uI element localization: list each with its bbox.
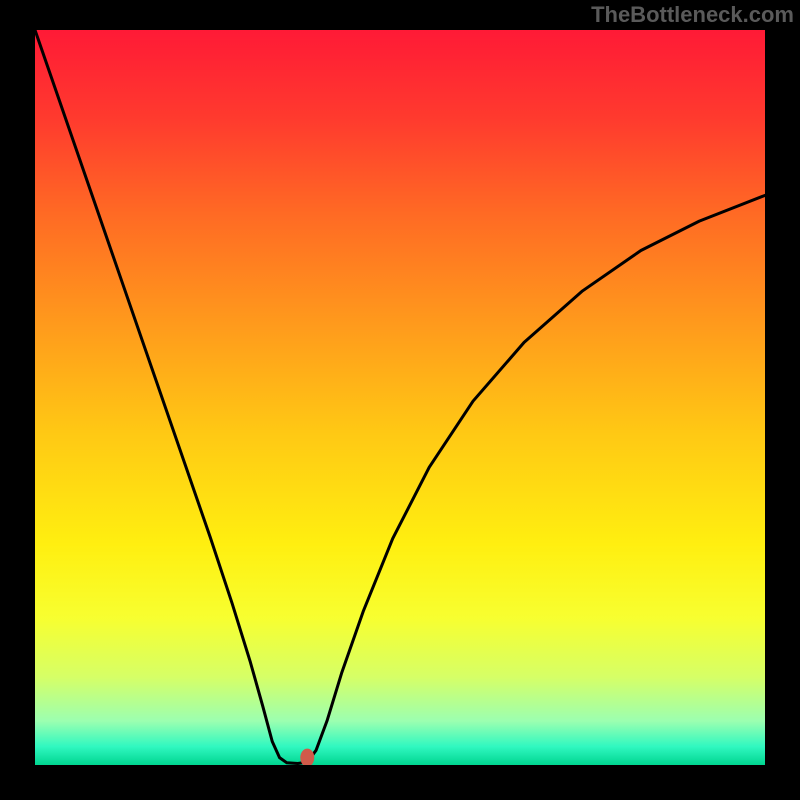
- optimum-marker: [300, 749, 314, 765]
- chart-container: TheBottleneck.com: [0, 0, 800, 800]
- bottleneck-curve: [35, 30, 765, 764]
- watermark-text: TheBottleneck.com: [591, 2, 794, 28]
- plot-area: [35, 30, 765, 765]
- curve-layer: [35, 30, 765, 765]
